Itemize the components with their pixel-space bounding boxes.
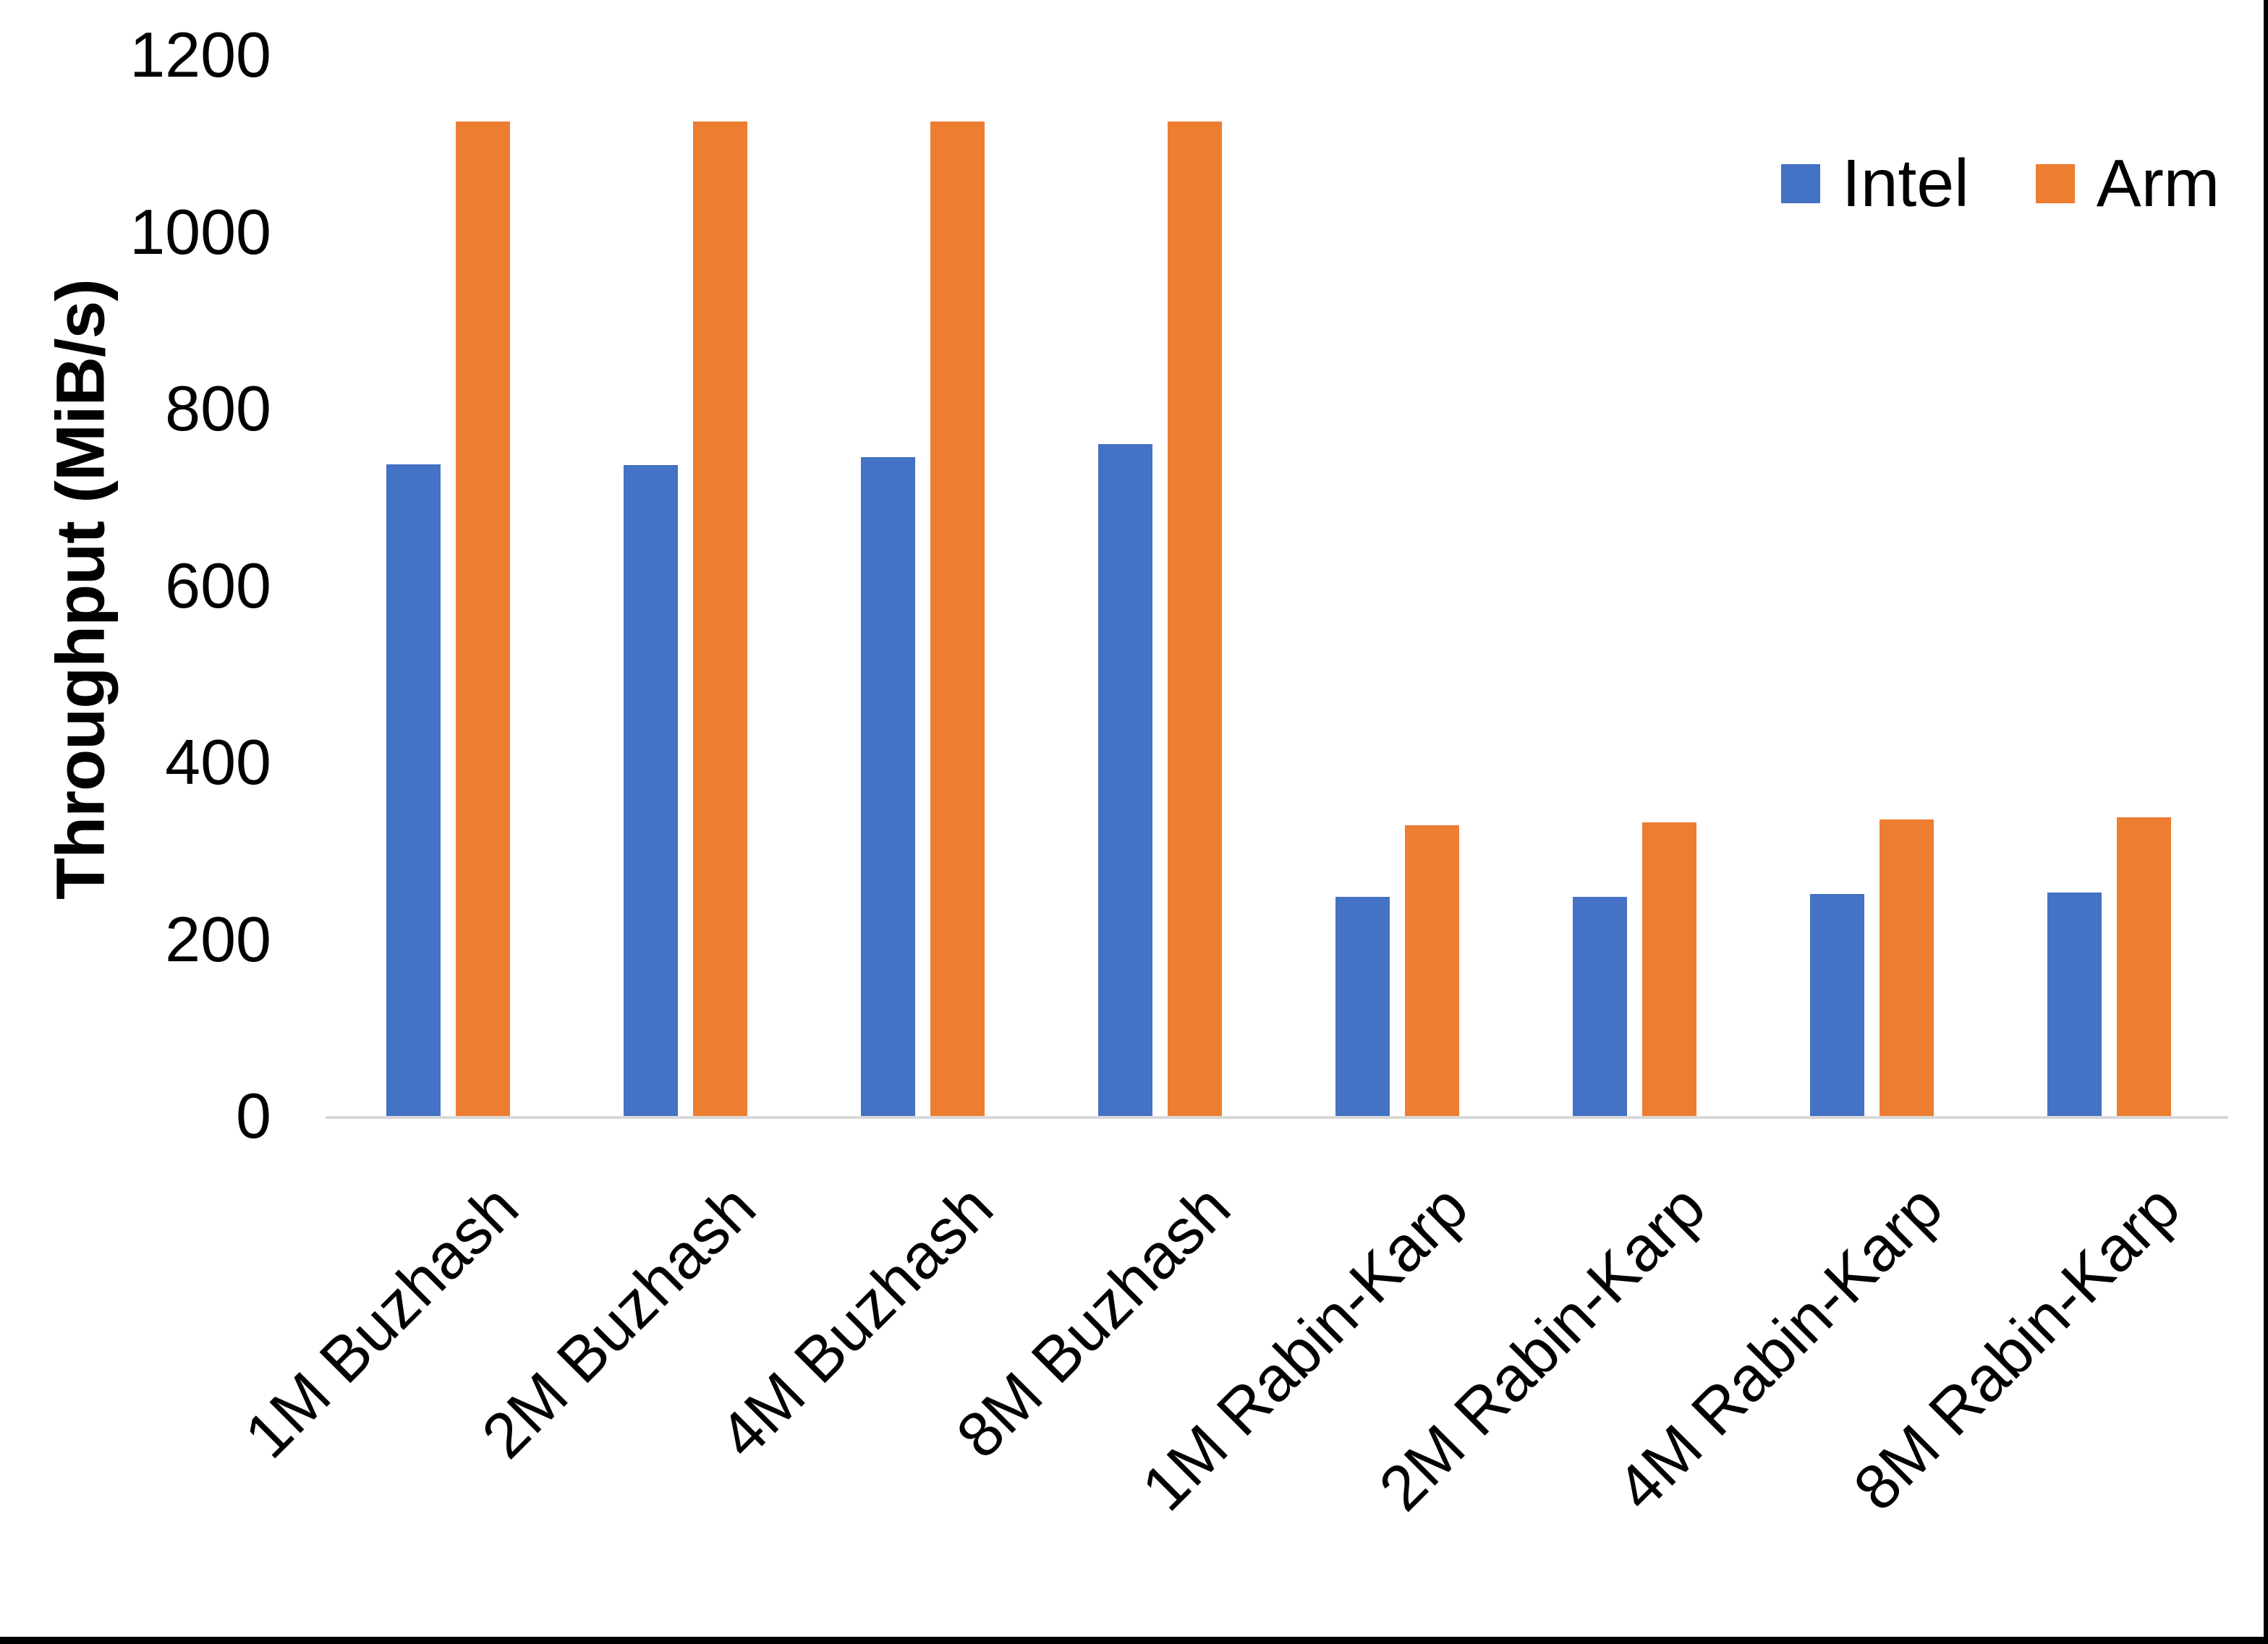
bar-intel-2m-buzhash <box>624 465 678 1116</box>
bar-intel-8m-buzhash <box>1098 444 1152 1116</box>
bar-intel-4m-rabin-karp <box>1810 894 1864 1116</box>
bar-arm-1m-rabin-karp <box>1405 825 1459 1116</box>
y-tick-label-400: 400 <box>165 726 271 798</box>
bar-arm-4m-buzhash <box>930 122 985 1116</box>
legend-item-arm: Arm <box>2035 145 2220 222</box>
y-tick-label-200: 200 <box>165 903 271 975</box>
bar-intel-8m-rabin-karp <box>2047 893 2102 1116</box>
y-tick-label-600: 600 <box>165 550 271 621</box>
bar-intel-2m-rabin-karp <box>1573 897 1627 1116</box>
bar-arm-1m-buzhash <box>456 122 510 1116</box>
x-axis-line <box>326 1116 2228 1119</box>
frame-border-right <box>2264 0 2268 1644</box>
bar-arm-2m-rabin-karp <box>1642 822 1696 1116</box>
bar-arm-8m-rabin-karp <box>2117 817 2171 1116</box>
bar-arm-4m-rabin-karp <box>1880 819 1934 1116</box>
y-tick-label-0: 0 <box>236 1080 271 1151</box>
legend-item-intel: Intel <box>1781 145 1969 222</box>
bar-arm-2m-buzhash <box>693 122 747 1116</box>
legend-swatch-arm <box>2035 163 2075 203</box>
frame-border-bottom <box>0 1637 2268 1644</box>
y-tick-label-1000: 1000 <box>129 196 271 268</box>
legend-label-arm: Arm <box>2096 145 2220 221</box>
legend-label-intel: Intel <box>1842 145 1969 221</box>
legend: Intel Arm <box>1781 145 2220 222</box>
bar-intel-1m-rabin-karp <box>1335 897 1390 1116</box>
legend-swatch-intel <box>1781 163 1820 203</box>
bar-intel-4m-buzhash <box>861 457 915 1116</box>
y-tick-label-1200: 1200 <box>129 19 271 90</box>
bar-arm-8m-buzhash <box>1168 122 1222 1116</box>
y-tick-label-800: 800 <box>165 372 271 444</box>
bar-intel-1m-buzhash <box>386 464 441 1116</box>
